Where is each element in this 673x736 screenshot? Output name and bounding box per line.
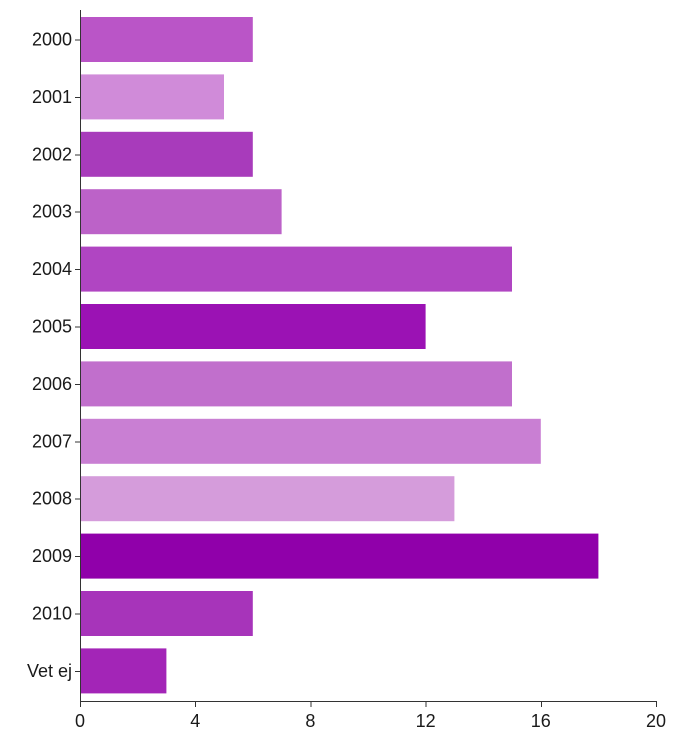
- category-label: 2010: [32, 604, 72, 624]
- category-label: 2001: [32, 87, 72, 107]
- category-label: 2005: [32, 317, 72, 337]
- bar-2007: [81, 418, 541, 464]
- bar-2001: [81, 74, 224, 120]
- bar-2006: [81, 361, 512, 407]
- bar-2010: [81, 591, 253, 636]
- x-tick-label: 20: [646, 711, 666, 731]
- category-label: 2002: [32, 144, 72, 164]
- bar-2005: [81, 304, 426, 349]
- bar-2008: [81, 476, 455, 522]
- x-tick-label: 12: [416, 711, 436, 731]
- x-tick-label: 0: [75, 711, 85, 731]
- bar-2000: [81, 17, 253, 62]
- category-label: 2008: [32, 489, 72, 509]
- category-label: 2006: [32, 374, 72, 394]
- category-labels-group: 2000 2001 2002 2003 2004 2005 2006 2007 2008 2009…: [27, 30, 80, 681]
- category-label: 2003: [32, 202, 72, 222]
- category-label: Vet ej: [27, 661, 72, 681]
- bars-group: [81, 17, 599, 694]
- bar-2004: [81, 246, 512, 292]
- category-label: 2000: [32, 30, 72, 50]
- axes-group: [80, 10, 656, 702]
- bar-vet-ej: [81, 648, 167, 694]
- bar-2003: [81, 189, 282, 235]
- x-ticks-group: 0 4 8 12 16 20: [75, 701, 666, 731]
- x-tick-label: 8: [305, 711, 315, 731]
- category-label: 2004: [32, 259, 72, 279]
- bar-2009: [81, 533, 599, 579]
- x-tick-label: 4: [190, 711, 200, 731]
- bar-2002: [81, 131, 253, 177]
- category-label: 2009: [32, 546, 72, 566]
- category-label: 2007: [32, 431, 72, 451]
- x-tick-label: 16: [531, 711, 551, 731]
